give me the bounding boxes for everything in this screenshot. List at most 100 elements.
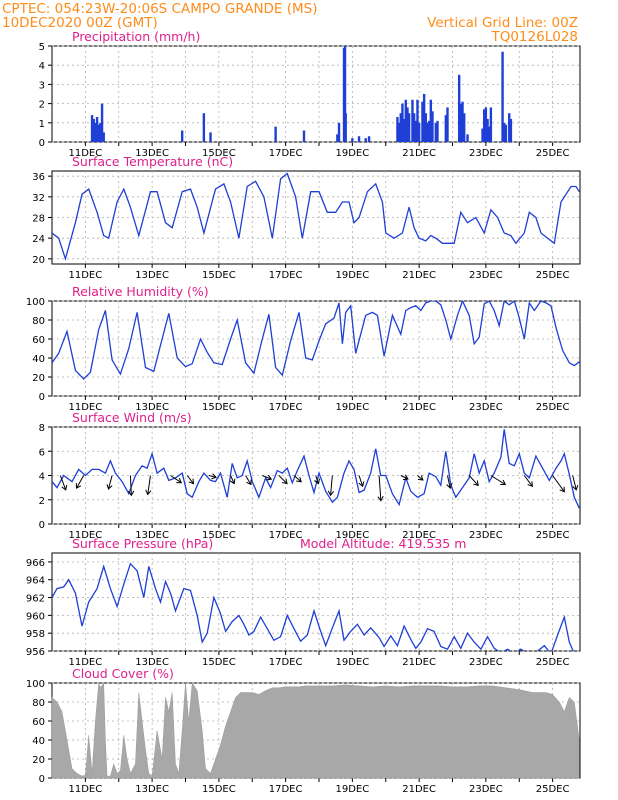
- precip-bar: [484, 107, 488, 142]
- precip-bar: [483, 109, 486, 142]
- precip-bar: [414, 120, 417, 142]
- wind-vector: [315, 475, 319, 484]
- wind-vector-head: [402, 474, 409, 481]
- panel-frame: [51, 300, 581, 397]
- precip-bar: [402, 118, 406, 142]
- y-tick-label: 2: [39, 496, 45, 507]
- y-tick-label: 964: [26, 576, 45, 587]
- precip-bar: [426, 122, 429, 142]
- series-line: [52, 172, 580, 262]
- y-tick-label: 8: [39, 423, 45, 434]
- wind-vector-head: [176, 477, 183, 484]
- precip-bar: [396, 117, 399, 142]
- y-tick-label: 966: [26, 558, 45, 569]
- precip-bar: [90, 115, 94, 142]
- x-tick-label: 25DEC: [536, 530, 570, 541]
- x-tick-label: 19DEC: [336, 270, 370, 281]
- wind-vector-head: [61, 484, 68, 491]
- y-tick-label: 4: [39, 472, 45, 483]
- precip-bar: [404, 99, 407, 142]
- x-tick-label: 17DEC: [269, 402, 303, 413]
- precip-bar: [351, 138, 354, 142]
- x-tick-label: 15DEC: [202, 402, 236, 413]
- y-tick-label: 962: [26, 594, 45, 605]
- wind-vector-head: [229, 478, 236, 485]
- panel-annotation: Model Altitude: 419.535 m: [300, 536, 466, 551]
- y-tick-label: 5: [39, 42, 45, 53]
- precip-bar: [459, 103, 463, 142]
- y-tick-label: 956: [26, 647, 45, 658]
- x-tick-label: 19DEC: [336, 530, 370, 541]
- panels-group: 0 1 2 3 4 5 11DEC 13DEC 15DEC 17DEC 19DEC 21DEC 23DE…: [26, 29, 581, 795]
- precip-bar: [431, 111, 434, 142]
- y-tick-label: 958: [26, 629, 45, 640]
- x-tick-label: 11DEC: [69, 530, 103, 541]
- wind-vector: [572, 475, 577, 491]
- x-tick-label: 19DEC: [336, 402, 370, 413]
- x-tick-label: 25DEC: [536, 657, 570, 668]
- y-tick-label: 100: [26, 297, 45, 308]
- x-tick-label: 19DEC: [336, 657, 370, 668]
- x-tick-label: 23DEC: [469, 402, 503, 413]
- wind-vector-head: [296, 476, 302, 483]
- wind-vector-head: [417, 475, 424, 481]
- precip-bar: [509, 118, 513, 142]
- x-tick-label: 23DEC: [469, 657, 503, 668]
- precip-bar: [407, 113, 411, 142]
- precip-bar: [337, 122, 341, 142]
- x-tick-label: 25DEC: [536, 402, 570, 413]
- x-tick-label: 21DEC: [402, 657, 436, 668]
- x-tick-label: 21DEC: [402, 784, 436, 795]
- x-tick-label: 13DEC: [135, 784, 169, 795]
- wind-vector-head: [75, 483, 82, 489]
- x-tick-label: 11DEC: [69, 784, 103, 795]
- x-tick-label: 17DEC: [269, 784, 303, 795]
- panel-3: 0 2 4 6 8 11DEC 13DEC 15DEC 17DEC 19DEC 21DEC 23DEC…: [39, 410, 581, 541]
- series-line: [52, 429, 580, 509]
- precip-bar: [95, 117, 99, 142]
- y-tick-label: 40: [32, 736, 45, 747]
- precip-bar: [399, 113, 402, 142]
- precip-bar: [357, 136, 361, 142]
- precip-bar: [397, 122, 401, 142]
- y-tick-label: 20: [32, 755, 45, 766]
- precip-bar: [503, 122, 506, 142]
- x-tick-label: 21DEC: [402, 402, 436, 413]
- y-tick-label: 6: [39, 447, 45, 458]
- wind-vector-head: [377, 496, 384, 502]
- wind-vector-head: [473, 480, 479, 487]
- wind-vector: [76, 475, 85, 489]
- y-tick-label: 960: [26, 611, 45, 622]
- panel-frame: [51, 552, 581, 652]
- precip-bar: [401, 103, 404, 142]
- wind-vector: [523, 475, 533, 487]
- x-tick-label: 25DEC: [536, 148, 570, 159]
- x-tick-label: 21DEC: [402, 148, 436, 159]
- wind-vector: [468, 475, 479, 486]
- x-tick-label: 23DEC: [469, 530, 503, 541]
- wind-vector-head: [246, 479, 252, 486]
- panel-title: Surface Pressure (hPa): [72, 536, 213, 551]
- y-tick-label: 24: [32, 234, 45, 245]
- wind-vector-head: [211, 473, 217, 480]
- wind-vector: [330, 475, 333, 496]
- precip-bar: [436, 120, 439, 142]
- panel-frame: [51, 170, 581, 265]
- precip-bar: [481, 128, 484, 142]
- precip-bar: [202, 113, 206, 142]
- wind-vector-head: [358, 481, 365, 488]
- precip-bar: [429, 99, 433, 142]
- y-tick-label: 36: [32, 172, 45, 183]
- wind-vector-head: [446, 483, 453, 490]
- wind-vector: [129, 475, 132, 496]
- wind-vector: [358, 475, 364, 487]
- x-tick-label: 13DEC: [135, 270, 169, 281]
- x-tick-label: 17DEC: [269, 657, 303, 668]
- y-tick-label: 3: [39, 80, 45, 91]
- wind-vector: [208, 475, 217, 478]
- wind-vector: [552, 475, 565, 492]
- precip-bar: [422, 94, 426, 142]
- wind-vector-head: [282, 478, 288, 485]
- x-tick-label: 21DEC: [402, 270, 436, 281]
- x-tick-label: 13DEC: [135, 402, 169, 413]
